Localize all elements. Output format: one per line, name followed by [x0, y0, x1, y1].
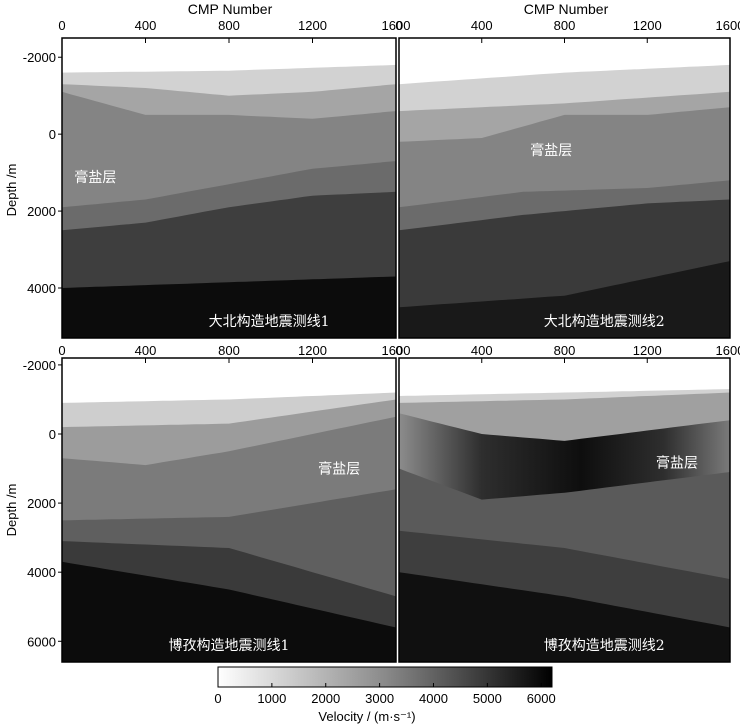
x-tick-label: 0 [395, 343, 402, 358]
y-tick-label: -2000 [23, 50, 56, 65]
x-tick-label: 800 [554, 18, 576, 33]
salt-layer-annotation: 膏盐层 [74, 169, 116, 186]
panel-title: 博孜构造地震测线1 [169, 637, 290, 654]
y-tick-label: 0 [49, 127, 56, 142]
y-tick-label: -2000 [23, 358, 56, 373]
x-tick-label: 400 [471, 18, 493, 33]
x-tick-label: 0 [58, 343, 65, 358]
colorbar-gradient [217, 666, 553, 688]
x-axis-title-right: CMP Number [524, 1, 609, 17]
x-tick-label: 1200 [633, 343, 662, 358]
colorbar-tick-label: 5000 [473, 691, 502, 706]
colorbar: 0 1000 2000 3000 4000 5000 6000 Velocity / (m·… [214, 666, 556, 724]
salt-layer-annotation: 膏盐层 [318, 461, 360, 478]
velocity-layer [62, 561, 396, 662]
x-tick-label: 1600 [382, 18, 411, 33]
x-tick-label: 0 [395, 18, 402, 33]
y-tick-label: 4000 [27, 281, 56, 296]
x-tick-label: 800 [218, 18, 240, 33]
x-tick-label: 1200 [633, 18, 662, 33]
x-tick-label: 0 [58, 18, 65, 33]
salt-layer-annotation: 膏盐层 [656, 454, 698, 471]
x-tick-label: 1600 [382, 343, 411, 358]
panel-title: 大北构造地震测线1 [209, 314, 330, 330]
velocity-layer [399, 572, 730, 662]
y-axis-title-top: Depth /m [4, 164, 19, 217]
colorbar-tick-label: 3000 [365, 691, 394, 706]
y-tick-label: 2000 [27, 496, 56, 511]
x-tick-label: 800 [554, 343, 576, 358]
x-tick-label: 1600 [716, 18, 740, 33]
y-tick-label: 4000 [27, 565, 56, 580]
panel-title: 大北构造地震测线2 [544, 314, 665, 330]
x-axis-title-left: CMP Number [188, 1, 273, 17]
x-tick-label: 1200 [298, 18, 327, 33]
colorbar-tick-label: 6000 [527, 691, 556, 706]
x-tick-label: 400 [471, 343, 493, 358]
x-tick-label: 1600 [716, 343, 740, 358]
y-tick-label: 6000 [27, 634, 56, 649]
salt-layer-annotation: 膏盐层 [530, 142, 572, 159]
x-tick-label: 800 [218, 343, 240, 358]
panel-title: 博孜构造地震测线2 [544, 637, 665, 654]
x-tick-label: 400 [135, 18, 157, 33]
y-tick-label: 2000 [27, 204, 56, 219]
velocity-layer [62, 276, 396, 338]
axes-layer: 0400800120016000400800120016000400800120… [23, 18, 740, 649]
y-axis-title-bottom: Depth /m [4, 484, 19, 537]
colorbar-title: Velocity / (m·s⁻¹) [318, 709, 415, 724]
x-tick-label: 1200 [298, 343, 327, 358]
y-tick-label: 0 [49, 427, 56, 442]
colorbar-tick-label: 1000 [257, 691, 286, 706]
colorbar-ticks: 0 1000 2000 3000 4000 5000 6000 [214, 683, 556, 706]
colorbar-tick-label: 4000 [419, 691, 448, 706]
velocity-layer [399, 261, 730, 338]
colorbar-tick-label: 2000 [311, 691, 340, 706]
x-tick-label: 400 [135, 343, 157, 358]
colorbar-tick-label: 0 [214, 691, 221, 706]
